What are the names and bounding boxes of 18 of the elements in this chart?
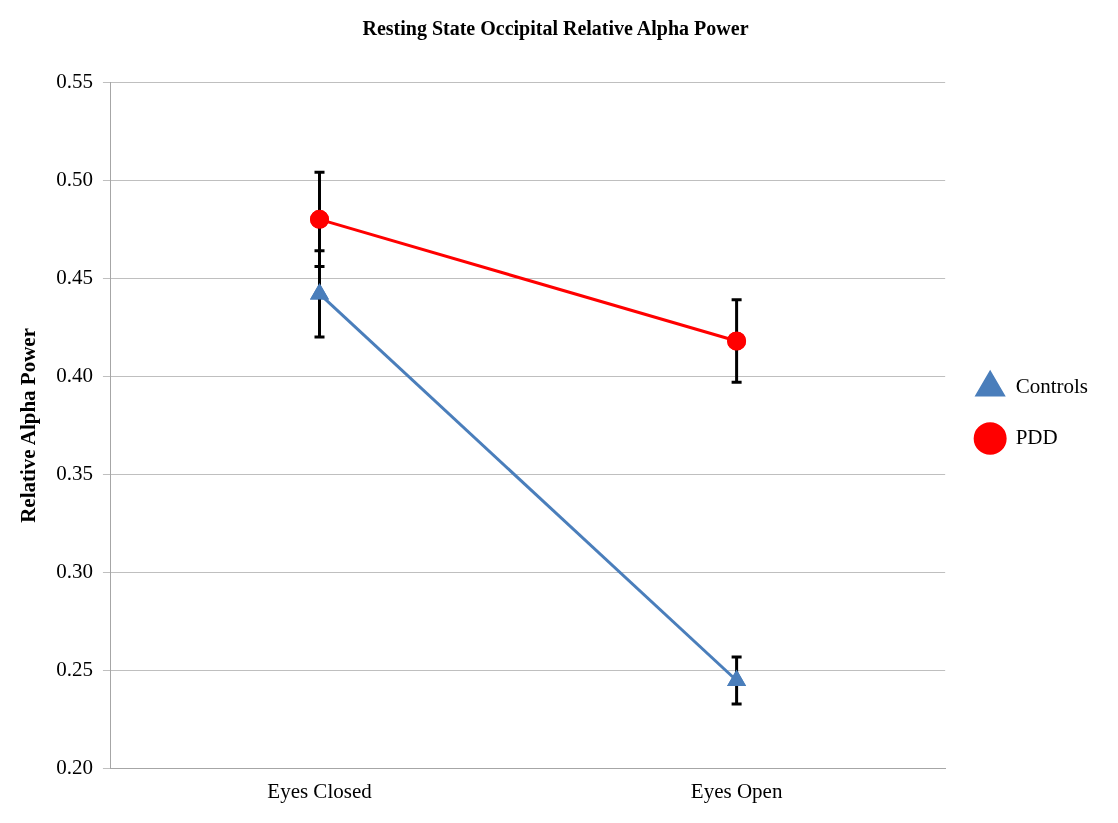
y-tick-label: 0.50 bbox=[56, 166, 93, 191]
chart-title: Resting State Occipital Relative Alpha Power bbox=[362, 17, 749, 41]
x-tick-label: Eyes Closed bbox=[267, 778, 373, 803]
y-tick-label: 0.25 bbox=[56, 657, 93, 682]
y-tick-label: 0.20 bbox=[56, 755, 93, 780]
y-tick-label: 0.40 bbox=[56, 362, 93, 387]
y-tick-label: 0.55 bbox=[56, 68, 93, 93]
legend-label: Controls bbox=[1015, 374, 1088, 399]
point bbox=[310, 209, 329, 229]
y-tick-label: 0.35 bbox=[56, 460, 93, 485]
point bbox=[311, 284, 328, 300]
y-axis-title: Relative Alpha Power bbox=[16, 327, 41, 523]
x-tick-label: Eyes Open bbox=[690, 778, 783, 803]
point bbox=[728, 671, 746, 686]
y-tick-label: 0.45 bbox=[56, 264, 93, 289]
point bbox=[727, 331, 747, 351]
y-tick-label: 0.30 bbox=[56, 559, 93, 584]
legend-label: PDD bbox=[1015, 425, 1058, 450]
